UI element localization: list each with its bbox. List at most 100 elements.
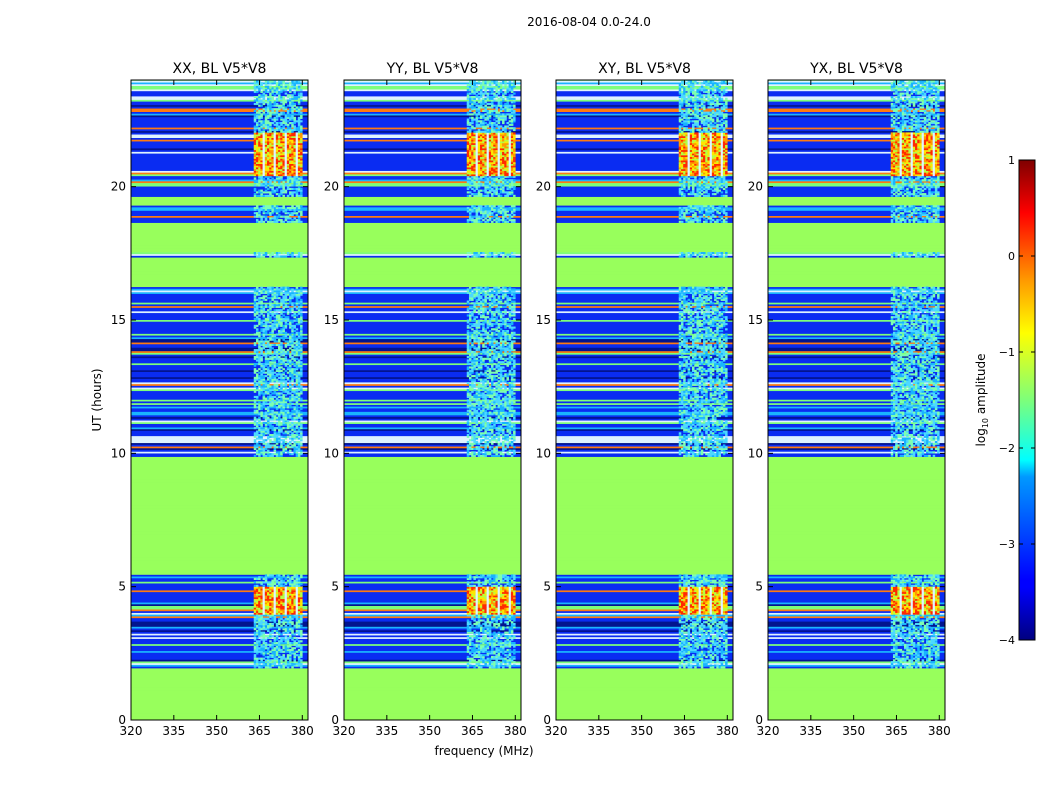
heatmap-cell <box>262 212 266 215</box>
heatmap-row <box>131 345 308 348</box>
heatmap-cell <box>286 390 290 393</box>
heatmap-cell <box>273 316 277 319</box>
heatmap-cell <box>473 609 476 612</box>
heatmap-cell <box>260 90 263 93</box>
heatmap-cell <box>280 402 283 405</box>
heatmap-cell <box>493 614 496 617</box>
heatmap-cell <box>297 428 301 431</box>
heatmap-cell <box>289 333 292 336</box>
heatmap-cell <box>280 321 283 324</box>
heatmap-cell <box>271 371 274 374</box>
heatmap-cell <box>260 115 263 118</box>
heatmap-cell <box>477 643 481 646</box>
heatmap-cell <box>293 659 296 662</box>
heatmap-cell <box>278 96 281 99</box>
heatmap-cell <box>300 191 303 194</box>
heatmap-cell <box>253 350 257 353</box>
heatmap-cell <box>300 425 303 428</box>
heatmap-cell <box>295 399 299 402</box>
heatmap-cell <box>269 206 272 210</box>
heatmap-cell <box>300 125 303 128</box>
heatmap-cell <box>286 664 290 667</box>
heatmap-cell <box>286 182 290 185</box>
heatmap-cell <box>282 596 285 600</box>
heatmap-cell <box>300 193 303 196</box>
heatmap-cell <box>508 664 512 667</box>
heatmap-cell <box>282 89 285 92</box>
heatmap-cell <box>282 134 285 137</box>
heatmap-cell <box>271 347 274 350</box>
heatmap-cell <box>497 605 501 608</box>
heatmap-cell <box>300 127 303 130</box>
heatmap-cell <box>297 442 301 445</box>
heatmap-cell <box>491 626 494 629</box>
heatmap-cell <box>271 90 274 93</box>
heatmap-cell <box>295 454 299 457</box>
heatmap-row <box>344 106 521 109</box>
heatmap-cell <box>280 411 283 414</box>
heatmap-cell <box>300 607 303 610</box>
heatmap-cell <box>264 135 268 138</box>
heatmap-cell <box>300 662 303 665</box>
heatmap-cell <box>289 167 292 170</box>
heatmap-cell <box>264 430 268 433</box>
heatmap-cell <box>264 609 268 612</box>
heatmap-cell <box>289 340 292 343</box>
heatmap-cell <box>286 99 290 102</box>
heatmap-cell <box>293 120 296 123</box>
heatmap-row <box>344 596 521 600</box>
heatmap-cell <box>466 600 470 603</box>
heatmap-cell <box>262 163 266 166</box>
heatmap-row <box>131 420 308 423</box>
heatmap-cell <box>264 350 268 353</box>
heatmap-cell <box>280 122 283 125</box>
heatmap-cell <box>258 310 261 314</box>
heatmap-cell <box>300 328 303 331</box>
heatmap-cell <box>479 638 483 641</box>
heatmap-cell <box>278 662 281 665</box>
heatmap-cell <box>266 399 270 402</box>
heatmap-cell <box>275 383 279 386</box>
heatmap-cell <box>468 638 472 641</box>
heatmap-row <box>344 189 521 192</box>
heatmap-cell <box>286 153 290 156</box>
heatmap-cell <box>284 394 288 397</box>
heatmap-cell <box>258 137 261 140</box>
heatmap-cell <box>273 375 277 378</box>
heatmap-cell <box>271 655 274 658</box>
heatmap-cell <box>255 598 259 601</box>
heatmap-row <box>131 394 308 397</box>
heatmap-cell <box>255 423 259 426</box>
heatmap-cell <box>262 184 266 187</box>
heatmap-row <box>131 284 308 288</box>
heatmap-cell <box>278 388 281 392</box>
heatmap-cell <box>273 434 277 437</box>
heatmap-cell <box>255 647 259 650</box>
heatmap-cell <box>289 609 292 612</box>
heatmap-row <box>344 305 521 308</box>
heatmap-cell <box>286 421 290 424</box>
heatmap-cell <box>262 177 266 180</box>
heatmap-row <box>344 567 521 570</box>
heatmap-cell <box>473 629 476 632</box>
heatmap-cell <box>482 619 485 622</box>
heatmap-cell <box>275 321 279 324</box>
heatmap-cell <box>284 591 288 594</box>
heatmap-row <box>344 456 521 459</box>
heatmap-cell <box>289 584 292 587</box>
heatmap-cell <box>266 371 270 374</box>
heatmap-cell <box>293 610 296 613</box>
heatmap-cell <box>258 156 261 159</box>
heatmap-cell <box>289 362 292 366</box>
heatmap-cell <box>260 619 263 622</box>
heatmap-cell <box>477 631 481 634</box>
heatmap-row <box>131 128 308 132</box>
heatmap-row <box>131 505 308 508</box>
heatmap-cell <box>293 609 296 612</box>
heatmap-cell <box>466 626 470 629</box>
heatmap-cell <box>297 388 301 392</box>
heatmap-cell <box>262 182 266 185</box>
heatmap-cell <box>280 220 283 223</box>
heatmap-row <box>344 279 521 282</box>
heatmap-cell <box>291 115 294 118</box>
